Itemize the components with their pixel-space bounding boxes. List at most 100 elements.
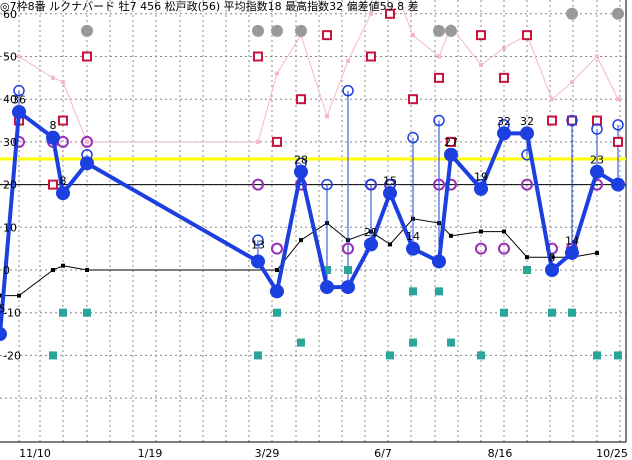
pink-point [61, 80, 65, 85]
main-point [320, 280, 334, 295]
main-point [520, 126, 534, 141]
main-point [406, 241, 420, 256]
y-tick-label: 60 [3, 8, 17, 21]
teal-square [548, 308, 556, 317]
teal-square [83, 308, 91, 317]
point-labels: -5 36 8 8 13 28 21 15 14 27 19 32 32 0 14 23 [0, 93, 604, 315]
purple-circle [433, 178, 445, 191]
pink-series [17, 0, 620, 144]
main-point [341, 280, 355, 295]
blue-open-circle [407, 131, 419, 144]
teal-square [323, 266, 331, 274]
black-point [17, 293, 21, 298]
main-point [46, 130, 60, 145]
x-axis-ticks: 11/10 1/19 3/29 6/7 8/16 10/25 [19, 447, 628, 460]
blue-open-circle [591, 123, 603, 135]
point-label: 8 [50, 119, 57, 132]
teal-square [409, 287, 417, 296]
point-label: 28 [294, 153, 308, 166]
point-label: 15 [383, 175, 397, 188]
pink-point [85, 139, 89, 144]
red-square [499, 72, 509, 83]
blue-open-circle [566, 114, 578, 127]
gray-circle [295, 24, 307, 37]
black-point [85, 268, 89, 272]
teal-square [523, 266, 531, 274]
point-label: 32 [520, 115, 534, 128]
red-square [272, 136, 282, 147]
black-point [595, 250, 599, 255]
purple-circle [521, 178, 533, 191]
teal-square [477, 351, 485, 360]
pink-point [256, 139, 260, 144]
main-point [270, 284, 284, 299]
black-point [449, 233, 453, 238]
red-square [476, 30, 486, 41]
pink-point [550, 97, 554, 102]
red-square [567, 115, 577, 126]
gray-circle [445, 24, 457, 37]
teal-square [500, 308, 508, 317]
x-tick-label: 10/25 [596, 447, 628, 460]
teal-square [593, 351, 601, 360]
gray-circle [612, 7, 624, 20]
point-label: 32 [497, 115, 511, 128]
point-label: 14 [565, 234, 579, 247]
y-tick-label: -10 [3, 307, 21, 320]
gray-circle [252, 24, 264, 37]
red-square [522, 30, 532, 41]
teal-square [614, 351, 622, 360]
point-label: 27 [444, 136, 458, 149]
teal-square [386, 351, 394, 360]
x-tick-label: 8/16 [488, 447, 513, 460]
x-tick-label: 11/10 [19, 447, 51, 460]
black-point [51, 268, 55, 272]
blue-open-circle [433, 114, 445, 127]
purple-circle [252, 178, 264, 191]
y-tick-label: 0 [3, 264, 10, 277]
black-point [525, 255, 529, 260]
black-point [61, 263, 65, 268]
black-line [0, 218, 598, 297]
blue-open-circle [252, 234, 264, 246]
point-label: 8 [60, 175, 67, 188]
pink-point [346, 58, 350, 63]
pink-point [437, 54, 441, 59]
pink-point [325, 114, 329, 119]
point-label: 19 [474, 170, 488, 183]
chart-title: ◎7枠8番 ルクナバード 牡7 456 松戸政(56) 平均指数18 最高指数3… [0, 0, 419, 13]
main-point [590, 164, 604, 179]
red-square [82, 51, 92, 62]
black-point [299, 238, 303, 243]
teal-square [59, 308, 67, 317]
main-point [444, 147, 458, 162]
point-label: 36 [12, 93, 26, 106]
blue-open-circle [612, 119, 624, 131]
pink-point [479, 63, 483, 68]
red-square [408, 94, 418, 105]
main-point [565, 245, 579, 260]
y-tick-label: 50 [3, 51, 17, 64]
point-label: -5 [0, 303, 5, 316]
main-point [294, 164, 308, 179]
black-point [388, 242, 392, 247]
gray-circle [271, 24, 283, 37]
pink-point [17, 54, 21, 59]
teal-square [568, 308, 576, 317]
pink-point [51, 75, 55, 80]
main-point [56, 186, 70, 201]
y-tick-label: -20 [3, 349, 21, 362]
teal-square [409, 338, 417, 347]
x-tick-label: 3/29 [255, 447, 280, 460]
teal-square [344, 266, 352, 274]
point-label: 14 [406, 230, 420, 243]
black-point [0, 293, 2, 298]
pink-point [411, 33, 415, 38]
black-point [275, 268, 279, 272]
pink-point [502, 45, 506, 50]
point-label: 23 [590, 153, 604, 166]
blue-open-circle [321, 178, 333, 191]
main-point [474, 181, 488, 196]
main-point [383, 186, 397, 201]
pink-point [595, 54, 599, 59]
